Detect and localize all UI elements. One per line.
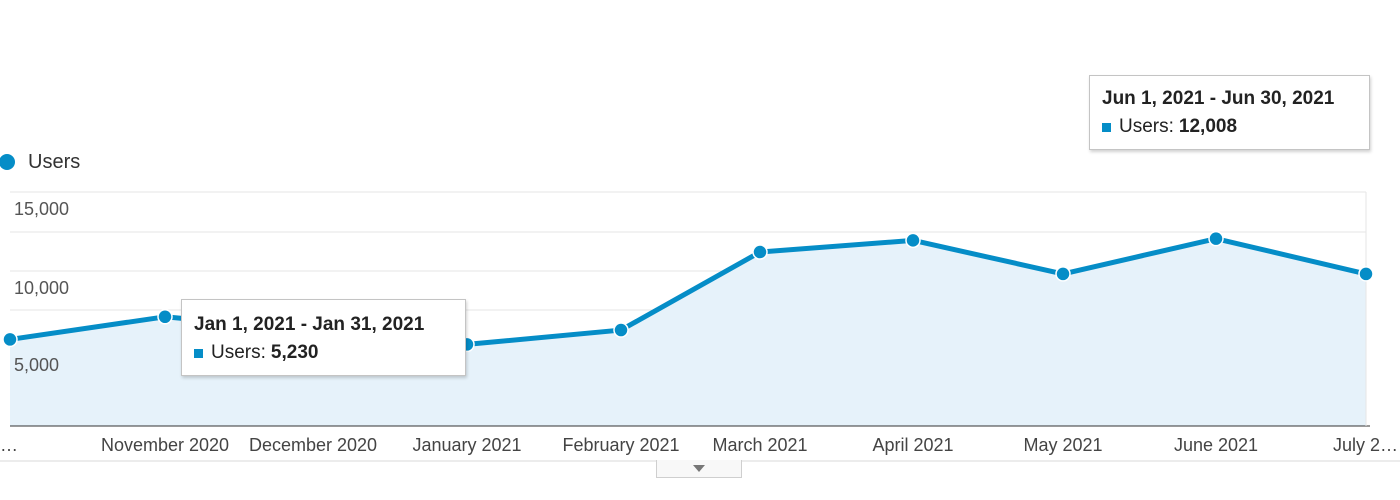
series-swatch-icon: [194, 348, 203, 358]
tooltip-title: Jan 1, 2021 - Jan 31, 2021: [194, 314, 425, 335]
x-tick-label-8: June 2021: [1174, 435, 1258, 455]
tooltip-jan-2021: Jan 1, 2021 - Jan 31, 2021 Users: 5,230: [181, 299, 466, 376]
expand-chart-button[interactable]: [656, 460, 742, 478]
data-point-6: [905, 232, 921, 249]
caret-down-icon: [693, 465, 705, 472]
tooltip-value: 5,230: [270, 342, 319, 363]
y-tick-label-2: 5,000: [14, 355, 59, 375]
y-tick-label-0: 15,000: [14, 199, 69, 219]
legend-dot-icon: [0, 154, 15, 170]
data-point-9: [1358, 266, 1374, 282]
data-point-1: [157, 309, 173, 325]
x-tick-label-6: April 2021: [872, 435, 953, 455]
data-point-7: [1055, 266, 1071, 282]
data-point-0: [2, 331, 18, 348]
data-point-5: [752, 244, 768, 260]
tooltip-jun-2021: Jun 1, 2021 - Jun 30, 2021 Users: 12,008: [1089, 75, 1370, 150]
x-tick-label-7: May 2021: [1023, 435, 1102, 455]
tooltip-title: Jun 1, 2021 - Jun 30, 2021: [1102, 88, 1335, 109]
legend-label-users: Users: [28, 150, 81, 173]
tooltip-value: 12,008: [1178, 116, 1238, 137]
x-tick-label-9: July 2…: [1333, 435, 1398, 455]
tooltip-label: Users:: [211, 342, 266, 363]
series-swatch-icon: [1102, 122, 1111, 132]
x-tick-label-2: December 2020: [249, 435, 377, 455]
x-tick-label-5: March 2021: [712, 435, 807, 455]
x-tick-label-0: …: [0, 435, 18, 455]
data-point-4: [613, 322, 629, 338]
data-point-8: [1208, 230, 1224, 247]
x-tick-label-4: February 2021: [562, 435, 679, 455]
y-tick-label-1: 10,000: [14, 278, 69, 298]
tooltip-label: Users:: [1119, 116, 1174, 137]
x-tick-label-3: January 2021: [412, 435, 521, 455]
legend: Users: [0, 148, 80, 176]
x-tick-label-1: November 2020: [101, 435, 229, 455]
series-area-users: [10, 238, 1366, 426]
